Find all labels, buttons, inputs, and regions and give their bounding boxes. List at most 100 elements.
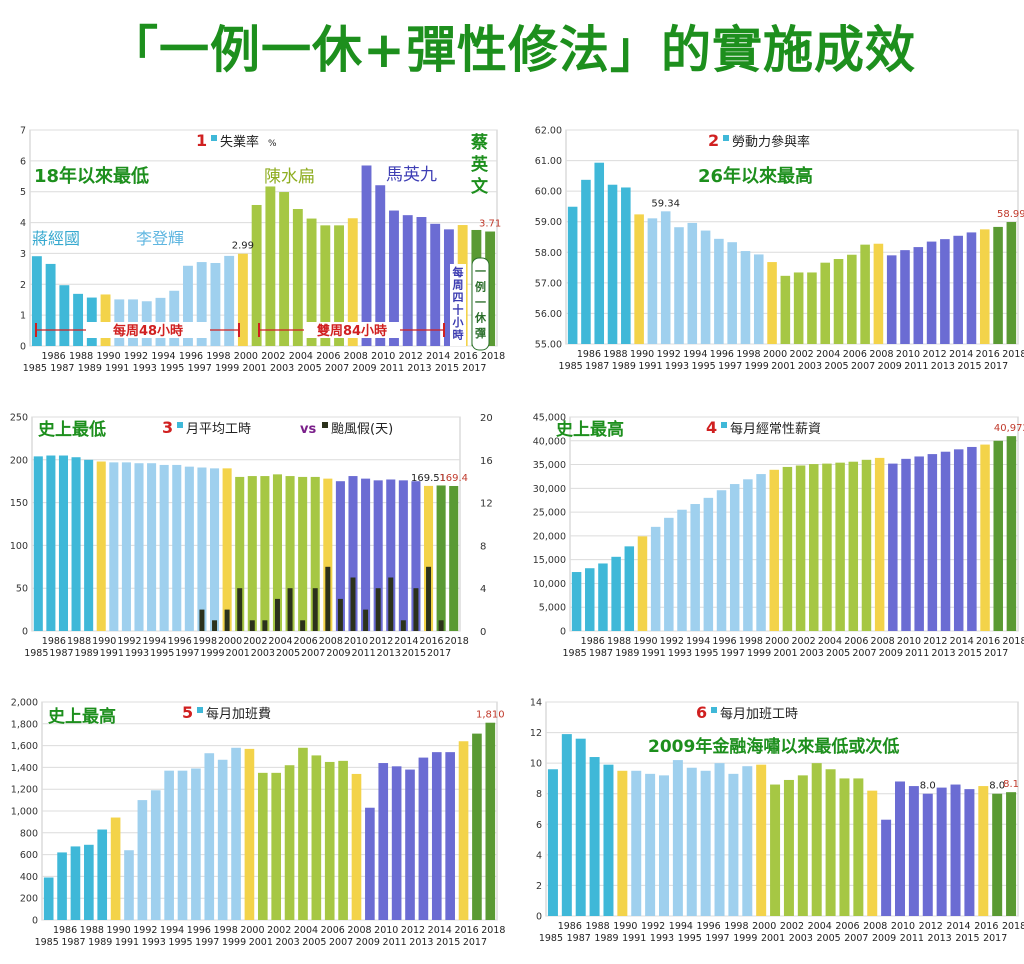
x-tick-label: 1987 xyxy=(61,937,85,948)
bar-2011 xyxy=(908,786,919,916)
x-tick-label: 1995 xyxy=(150,648,174,659)
x-tick-label: 1990 xyxy=(107,925,131,936)
x-tick-label: 2001 xyxy=(249,937,273,948)
bar-2005 xyxy=(835,462,845,631)
bar-2010 xyxy=(375,185,386,346)
y-tick-label: 57.00 xyxy=(535,278,562,289)
x-tick-label: 1992 xyxy=(133,925,157,936)
x-tick-label: 1993 xyxy=(650,933,674,944)
bar-1989 xyxy=(84,459,94,631)
x-tick-label: 1997 xyxy=(705,933,729,944)
x-tick-label: 1986 xyxy=(558,921,582,932)
x-tick-label: 2016 xyxy=(454,351,478,362)
x-tick-label: 1999 xyxy=(747,648,771,659)
x-tick-label: 1986 xyxy=(581,636,605,647)
y-tick-label: 200 xyxy=(20,894,38,905)
page-title: 「一例一休+彈性修法」的實施成效 xyxy=(108,21,916,79)
bar-2013 xyxy=(386,479,396,631)
bar-2008 xyxy=(873,243,884,344)
x-tick-label: 2003 xyxy=(800,648,824,659)
x-tick-label: 2000 xyxy=(765,636,789,647)
bar-2006 xyxy=(324,761,335,920)
bar-2009 xyxy=(365,807,375,920)
y-tick-label: 25,000 xyxy=(533,508,566,519)
headline: 史上最高 xyxy=(48,706,116,727)
bar-1999 xyxy=(224,255,235,346)
x-tick-label: 2001 xyxy=(761,933,785,944)
x-tick-label: 2018 xyxy=(1002,921,1024,932)
x-tick-label: 2007 xyxy=(844,933,868,944)
typhoon-bar-2013 xyxy=(388,577,394,631)
x-tick-label: 1996 xyxy=(710,349,734,360)
value-label: 169.4 xyxy=(439,473,468,484)
x-tick-label: 2003 xyxy=(789,933,813,944)
x-tick-label: 2016 xyxy=(454,925,478,936)
x-tick-label: 2000 xyxy=(763,349,787,360)
bar-1991 xyxy=(631,770,642,916)
bar-2017 xyxy=(472,733,482,920)
x-tick-label: 2004 xyxy=(294,925,318,936)
typhoon-bar-2017 xyxy=(438,620,444,631)
x-tick-label: 2004 xyxy=(818,636,842,647)
bar-2017 xyxy=(992,793,1003,916)
bar-2011 xyxy=(914,456,924,631)
x-tick-label: 1995 xyxy=(691,361,715,372)
bar-2015 xyxy=(411,481,421,631)
x-tick-label: 2018 xyxy=(481,925,505,936)
bar-2012 xyxy=(402,215,413,346)
chart-title: 每月加班費 xyxy=(206,706,271,722)
policy-new-char: 休 xyxy=(474,311,487,325)
bar-1994 xyxy=(155,297,166,346)
value-label: 169.51 xyxy=(411,473,446,484)
x-tick-label: 1999 xyxy=(733,933,757,944)
era-label-char: 蔡 xyxy=(470,133,488,153)
bar-2016 xyxy=(980,444,990,631)
y-tick-label: 10 xyxy=(530,759,542,770)
x-tick-label: 2005 xyxy=(297,363,321,374)
x-tick-label: 2008 xyxy=(869,349,893,360)
chart-unemployment: 0 1 2 3 4 5 6 7 1985 1986 1987 1988 1989 1990 1991 1992… xyxy=(0,118,505,388)
bar-2016 xyxy=(978,786,989,916)
y2-tick-label: 20 xyxy=(480,413,493,424)
bar-2005 xyxy=(311,755,322,920)
bar-1994 xyxy=(672,760,683,916)
x-tick-label: 2004 xyxy=(816,349,840,360)
bar-1987 xyxy=(59,285,70,346)
bar-1986 xyxy=(46,455,56,631)
bar-1997 xyxy=(727,242,737,344)
x-tick-label: 1998 xyxy=(214,925,238,936)
typhoon-bar-2016 xyxy=(426,566,432,631)
x-tick-label: 1994 xyxy=(669,921,693,932)
chart-labor-participation: 55.00 56.00 57.00 58.00 59.00 60.00 61.00 62.00… xyxy=(518,118,1024,388)
bar-1989 xyxy=(86,297,97,346)
x-tick-label: 1988 xyxy=(607,636,631,647)
era-label: 馬英九 xyxy=(386,165,437,185)
bar-1995 xyxy=(703,497,714,631)
chart-overtime-pay-svg: 0 200 400 600 800 1,000 1,200 1,400 1,600 1,800 2,… xyxy=(11,698,506,949)
x-tick-label: 2001 xyxy=(226,648,250,659)
bar-2011 xyxy=(389,210,399,346)
bar-1989 xyxy=(97,829,108,920)
x-tick-label: 2010 xyxy=(896,349,920,360)
x-tick-label: 2005 xyxy=(826,648,850,659)
x-tick-label: 1986 xyxy=(42,636,66,647)
bar-2010 xyxy=(901,458,911,631)
bar-1993 xyxy=(659,775,669,916)
bar-1998 xyxy=(210,262,221,346)
chart-title: 失業率 xyxy=(220,134,259,150)
x-tick-label: 2004 xyxy=(268,636,292,647)
y-tick-label: 6 xyxy=(20,156,26,167)
x-tick-label: 2015 xyxy=(435,363,459,374)
x-tick-label: 1988 xyxy=(603,349,627,360)
bar-2007 xyxy=(861,459,872,631)
bar-2006 xyxy=(839,778,850,916)
x-tick-label: 1997 xyxy=(188,363,212,374)
bar-2007 xyxy=(860,244,870,344)
x-tick-label: 2000 xyxy=(218,636,242,647)
x-tick-label: 1995 xyxy=(168,937,192,948)
x-tick-label: 2015 xyxy=(958,648,982,659)
x-tick-label: 1989 xyxy=(88,937,112,948)
y-tick-label: 50 xyxy=(16,584,28,595)
x-tick-label: 1998 xyxy=(724,921,748,932)
x-tick-label: 2017 xyxy=(983,933,1007,944)
